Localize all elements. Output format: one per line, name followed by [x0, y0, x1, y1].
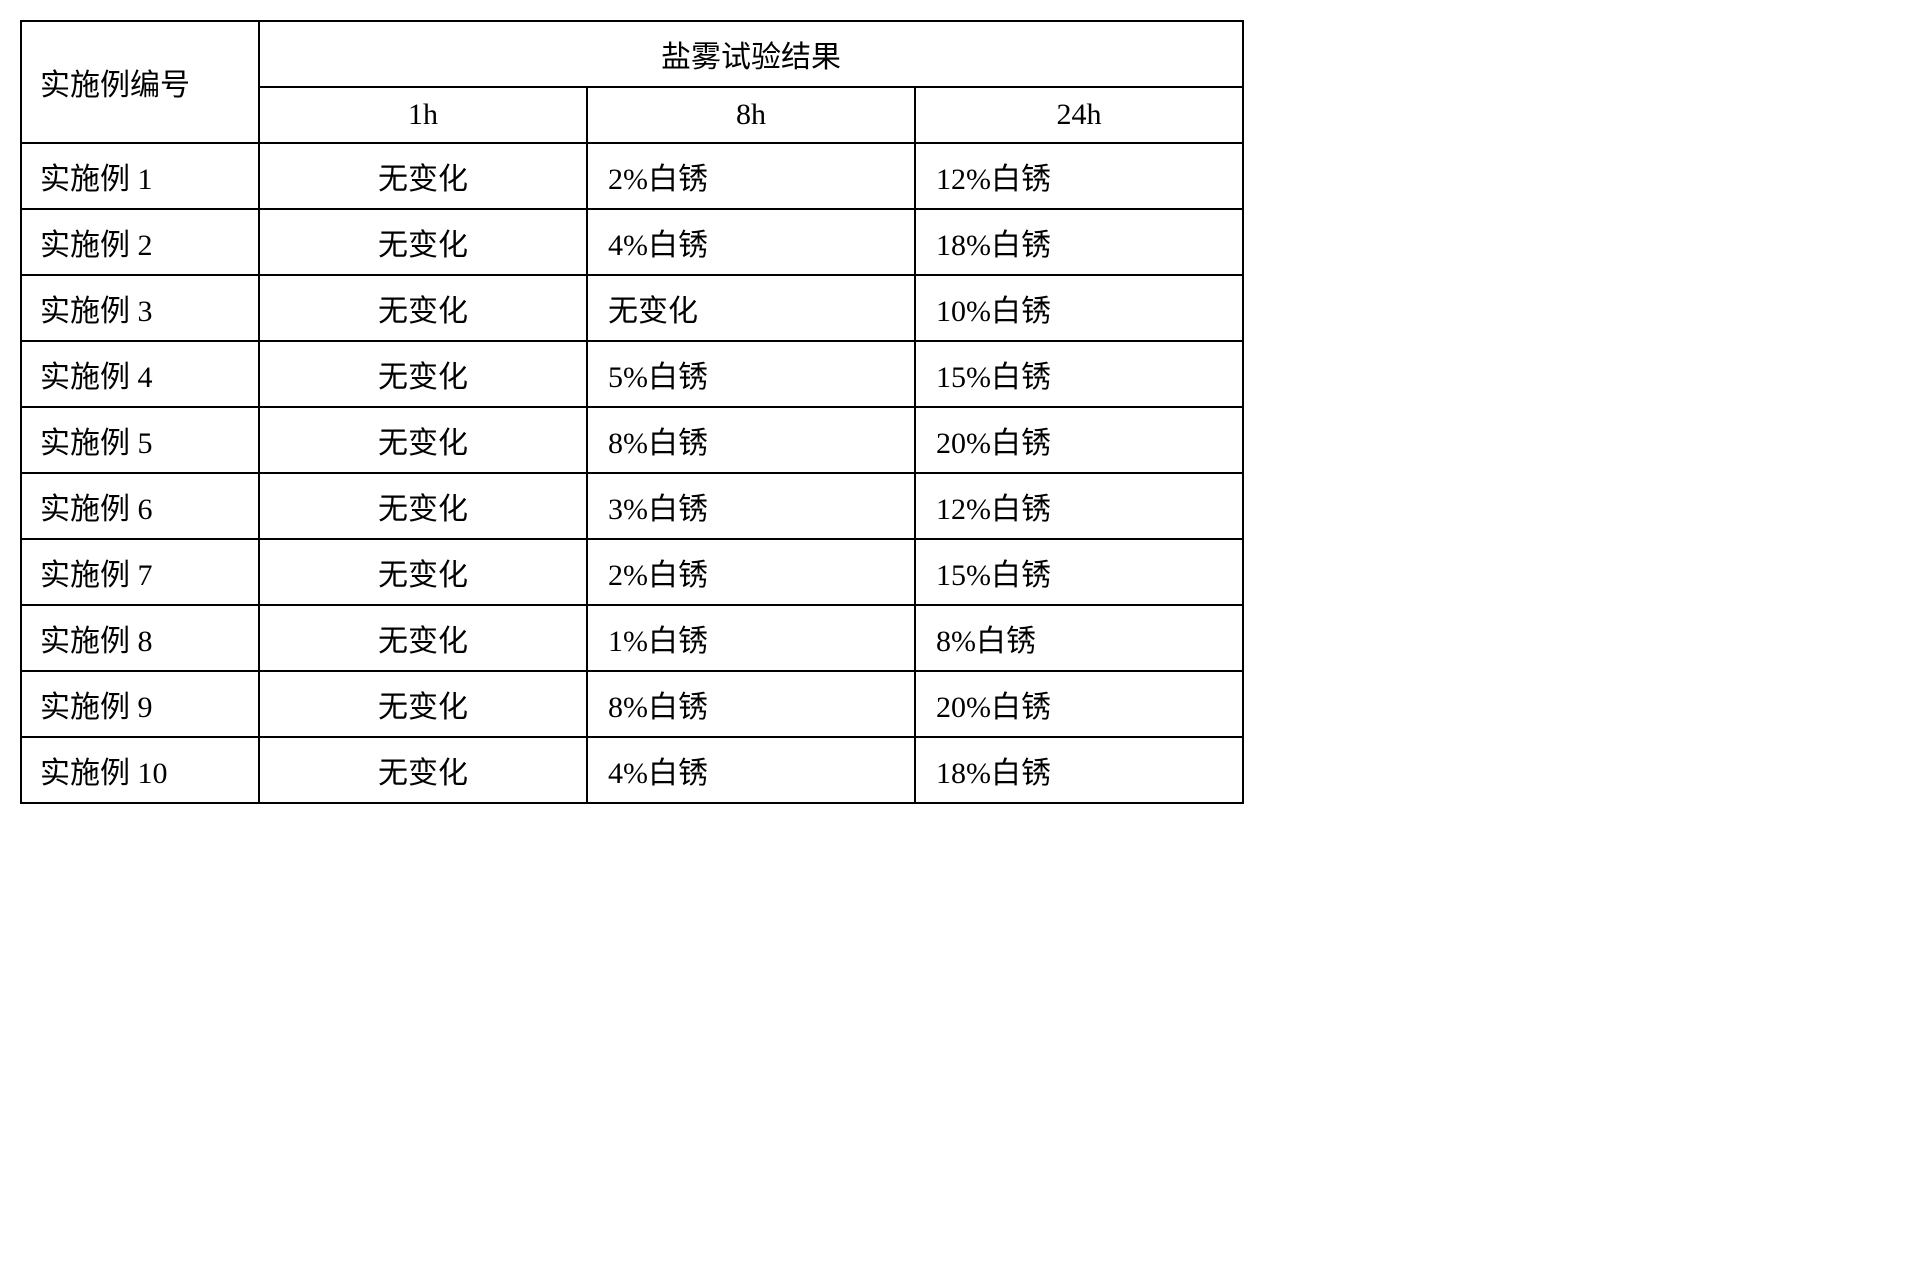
- cell-result-24h: 8%白锈: [915, 605, 1243, 671]
- cell-result-8h: 4%白锈: [587, 737, 915, 803]
- table-row: 实施例 8 无变化 1%白锈 8%白锈: [21, 605, 1243, 671]
- cell-result-1h: 无变化: [259, 473, 587, 539]
- header-results-group: 盐雾试验结果: [259, 21, 1243, 87]
- cell-example-label: 实施例 8: [21, 605, 259, 671]
- header-example-number: 实施例编号: [21, 21, 259, 143]
- cell-result-24h: 18%白锈: [915, 209, 1243, 275]
- cell-example-label: 实施例 3: [21, 275, 259, 341]
- cell-result-1h: 无变化: [259, 275, 587, 341]
- cell-result-24h: 15%白锈: [915, 341, 1243, 407]
- cell-result-8h: 8%白锈: [587, 671, 915, 737]
- cell-example-label: 实施例 6: [21, 473, 259, 539]
- cell-result-24h: 12%白锈: [915, 473, 1243, 539]
- table-row: 实施例 1 无变化 2%白锈 12%白锈: [21, 143, 1243, 209]
- cell-result-24h: 15%白锈: [915, 539, 1243, 605]
- cell-result-1h: 无变化: [259, 341, 587, 407]
- cell-example-label: 实施例 1: [21, 143, 259, 209]
- cell-result-8h: 1%白锈: [587, 605, 915, 671]
- cell-result-8h: 3%白锈: [587, 473, 915, 539]
- cell-result-1h: 无变化: [259, 143, 587, 209]
- cell-result-8h: 5%白锈: [587, 341, 915, 407]
- cell-result-1h: 无变化: [259, 671, 587, 737]
- table-row: 实施例 4 无变化 5%白锈 15%白锈: [21, 341, 1243, 407]
- cell-result-1h: 无变化: [259, 407, 587, 473]
- results-table-container: 实施例编号 盐雾试验结果 1h 8h 24h 实施例 1 无变化 2%白锈 12…: [20, 20, 1244, 804]
- table-header-row-1: 实施例编号 盐雾试验结果: [21, 21, 1243, 87]
- cell-example-label: 实施例 10: [21, 737, 259, 803]
- table-row: 实施例 9 无变化 8%白锈 20%白锈: [21, 671, 1243, 737]
- cell-result-24h: 18%白锈: [915, 737, 1243, 803]
- cell-result-1h: 无变化: [259, 209, 587, 275]
- cell-example-label: 实施例 9: [21, 671, 259, 737]
- salt-spray-results-table: 实施例编号 盐雾试验结果 1h 8h 24h 实施例 1 无变化 2%白锈 12…: [20, 20, 1244, 804]
- cell-result-8h: 4%白锈: [587, 209, 915, 275]
- table-row: 实施例 7 无变化 2%白锈 15%白锈: [21, 539, 1243, 605]
- table-header: 实施例编号 盐雾试验结果 1h 8h 24h: [21, 21, 1243, 143]
- table-row: 实施例 3 无变化 无变化 10%白锈: [21, 275, 1243, 341]
- cell-example-label: 实施例 7: [21, 539, 259, 605]
- cell-example-label: 实施例 2: [21, 209, 259, 275]
- table-row: 实施例 10 无变化 4%白锈 18%白锈: [21, 737, 1243, 803]
- cell-result-8h: 无变化: [587, 275, 915, 341]
- cell-result-1h: 无变化: [259, 737, 587, 803]
- cell-result-8h: 2%白锈: [587, 143, 915, 209]
- table-row: 实施例 2 无变化 4%白锈 18%白锈: [21, 209, 1243, 275]
- cell-result-1h: 无变化: [259, 605, 587, 671]
- header-col-8h: 8h: [587, 87, 915, 143]
- cell-example-label: 实施例 4: [21, 341, 259, 407]
- cell-result-24h: 20%白锈: [915, 407, 1243, 473]
- cell-result-24h: 20%白锈: [915, 671, 1243, 737]
- cell-example-label: 实施例 5: [21, 407, 259, 473]
- cell-result-8h: 8%白锈: [587, 407, 915, 473]
- header-col-1h: 1h: [259, 87, 587, 143]
- header-col-24h: 24h: [915, 87, 1243, 143]
- table-row: 实施例 5 无变化 8%白锈 20%白锈: [21, 407, 1243, 473]
- cell-result-8h: 2%白锈: [587, 539, 915, 605]
- table-body: 实施例 1 无变化 2%白锈 12%白锈 实施例 2 无变化 4%白锈 18%白…: [21, 143, 1243, 803]
- cell-result-24h: 12%白锈: [915, 143, 1243, 209]
- cell-result-24h: 10%白锈: [915, 275, 1243, 341]
- table-row: 实施例 6 无变化 3%白锈 12%白锈: [21, 473, 1243, 539]
- cell-result-1h: 无变化: [259, 539, 587, 605]
